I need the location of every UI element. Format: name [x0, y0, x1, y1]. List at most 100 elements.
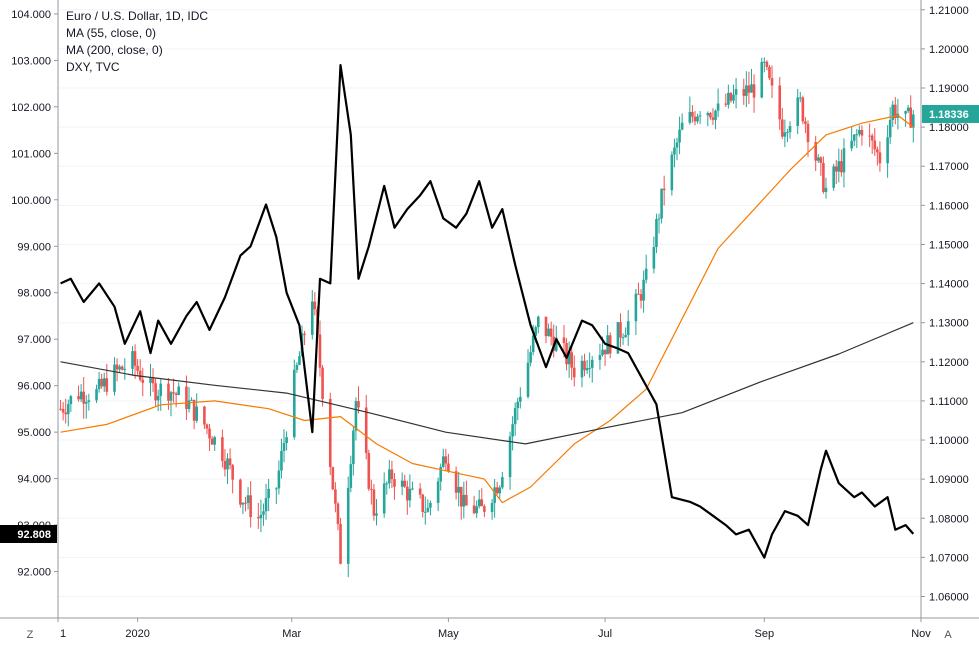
left-tick-label: 100.000	[11, 195, 51, 207]
legend-dxy-overlay[interactable]: DXY, TVC	[66, 60, 120, 74]
candle-body	[804, 121, 807, 124]
candle-body	[421, 494, 425, 512]
candle-body	[570, 352, 573, 368]
candle-body	[837, 161, 841, 172]
right-tick-label: 1.21000	[929, 5, 969, 17]
candle-body	[262, 511, 265, 515]
right-tick-label: 1.18000	[929, 122, 969, 134]
candle-body	[616, 322, 620, 354]
candle-body	[870, 135, 874, 141]
candle-body	[138, 370, 142, 380]
legend-main-symbol[interactable]: Euro / U.S. Dollar, 1D, IDC	[66, 9, 209, 23]
candle-body	[655, 219, 658, 248]
candle-body	[716, 103, 720, 111]
auto-scale-button[interactable]: A	[944, 629, 952, 641]
candle-body	[221, 437, 224, 461]
candle-body	[321, 367, 324, 399]
candle-body	[670, 154, 674, 191]
axes-frame	[0, 0, 979, 619]
candle-body	[185, 386, 188, 410]
right-tick-label: 1.19000	[929, 83, 969, 95]
dxy-last-value-label: 92.808	[17, 529, 51, 541]
candle-body	[187, 400, 191, 410]
candle-body	[511, 424, 514, 437]
candle-body	[136, 365, 139, 371]
candle-body	[860, 129, 864, 136]
left-tick-label: 98.000	[17, 288, 51, 300]
right-tick-label: 1.07000	[929, 552, 969, 564]
candle-body	[87, 400, 91, 402]
candle-body	[493, 487, 496, 503]
grid	[58, 9, 921, 597]
candle-body	[624, 335, 627, 338]
timezone-button[interactable]: Z	[26, 629, 34, 641]
candle-body	[228, 458, 232, 466]
candle-body	[585, 368, 589, 371]
x-tick-label: Jul	[598, 628, 612, 640]
candle-body	[411, 488, 414, 490]
candle-body	[572, 367, 576, 378]
candle-body	[763, 61, 766, 63]
right-tick-label: 1.17000	[929, 161, 969, 173]
candle-body	[328, 398, 332, 468]
candle-body	[277, 470, 281, 489]
candle-body	[778, 85, 782, 120]
candle-body	[69, 396, 73, 405]
candle-body	[436, 481, 440, 503]
candle-body	[801, 97, 805, 122]
candle-body	[680, 122, 684, 130]
candle-body	[393, 479, 396, 487]
candle-body	[120, 366, 124, 370]
candle-body	[567, 352, 571, 365]
candle-body	[662, 188, 666, 191]
candle-body	[400, 480, 404, 487]
candle-body	[678, 129, 681, 143]
candle-body	[832, 166, 835, 188]
candle-body	[513, 408, 517, 425]
candle-body	[79, 391, 83, 400]
candle-body	[475, 506, 478, 514]
candle-body	[562, 337, 566, 344]
candle-body	[534, 327, 538, 336]
candle-body	[339, 523, 342, 564]
candle-body	[66, 404, 70, 415]
candle-body	[141, 379, 145, 383]
candle-body	[727, 92, 730, 105]
legend-ma55[interactable]: MA (55, close, 0)	[66, 26, 157, 40]
candle-body	[834, 166, 838, 172]
candle-body	[190, 399, 193, 401]
candle-body	[858, 129, 861, 135]
candle-body	[382, 483, 386, 514]
candle-body	[698, 115, 702, 117]
right-tick-label: 1.06000	[929, 591, 969, 603]
candle-body	[637, 293, 640, 295]
candle-body	[223, 460, 227, 470]
candle-body	[732, 94, 735, 101]
candle-body	[118, 366, 121, 370]
candle-body	[77, 396, 80, 400]
candle-body	[84, 401, 88, 404]
series-lines	[60, 63, 915, 559]
candle-body	[886, 137, 889, 164]
right-tick-label: 1.13000	[929, 318, 969, 330]
ma200-line	[60, 322, 914, 445]
right-tick-label: 1.11000	[929, 396, 968, 408]
x-tick-label: May	[438, 628, 459, 640]
candle-body	[292, 369, 296, 438]
candle-body	[873, 140, 877, 150]
candle-body	[480, 499, 484, 507]
candle-body	[375, 513, 378, 516]
candle-body	[673, 147, 676, 155]
candle-body	[113, 364, 116, 392]
candle-body	[770, 78, 774, 86]
candle-body	[352, 430, 355, 465]
candle-body	[796, 97, 800, 126]
candle-body	[526, 362, 530, 397]
candle-body	[549, 328, 553, 337]
candle-body	[285, 437, 288, 444]
candle-body	[133, 351, 137, 366]
candle-body	[888, 119, 892, 138]
legend-ma200[interactable]: MA (200, close, 0)	[66, 43, 163, 57]
